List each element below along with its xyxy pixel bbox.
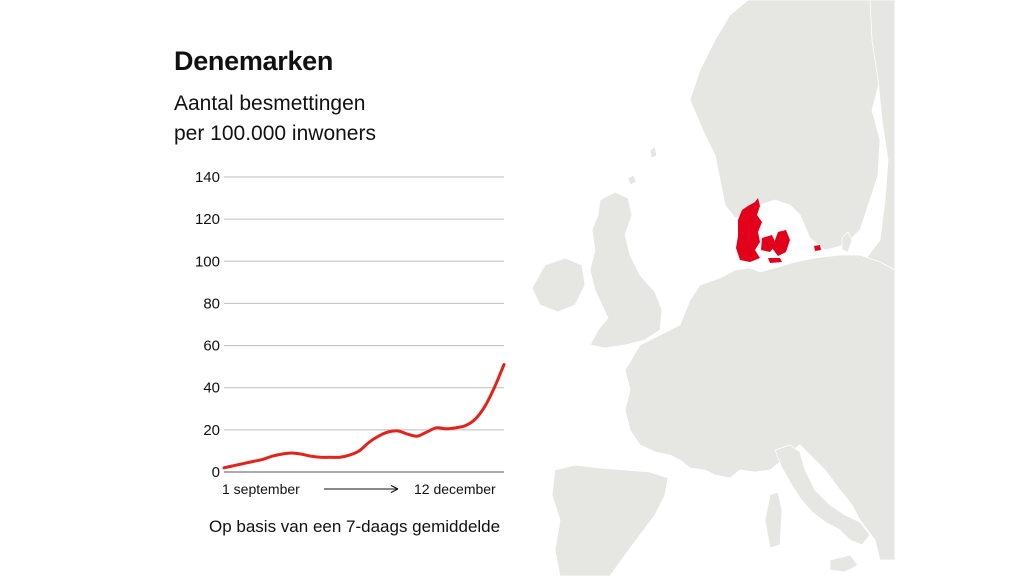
- x-start-label: 1 september: [222, 481, 300, 497]
- corsica-sardinia: [764, 491, 783, 549]
- italy: [774, 444, 871, 546]
- x-end-label: 12 december: [414, 481, 496, 497]
- y-tick-label: 80: [203, 295, 220, 312]
- chart-subtitle: Aantal besmettingen per 100.000 inwoners: [174, 89, 376, 149]
- chart-title: Denemarken: [174, 46, 334, 76]
- series-line: [222, 363, 506, 470]
- x-arrow: [324, 485, 399, 493]
- subtitle-line-1: Aantal besmettingen: [174, 92, 366, 115]
- y-tick-label: 140: [195, 169, 220, 186]
- footnote: Op basis van een 7-daags gemiddelde: [209, 517, 501, 536]
- sicily: [829, 554, 859, 573]
- gridlines: [224, 176, 504, 473]
- y-tick-label: 0: [212, 464, 220, 481]
- ireland: [531, 257, 586, 313]
- y-axis-ticks: 0 20 40 60 80 100 120 140: [195, 169, 220, 481]
- y-tick-label: 100: [195, 253, 220, 270]
- great-britain: [589, 191, 663, 349]
- y-tick-label: 20: [203, 422, 220, 439]
- denmark-mainland: [736, 198, 762, 262]
- iberia: [551, 464, 669, 576]
- y-tick-label: 120: [195, 211, 220, 228]
- denmark-bornholm: [814, 245, 821, 251]
- denmark-lolland: [768, 258, 782, 263]
- y-tick-label: 40: [203, 380, 220, 397]
- subtitle-line-2: per 100.000 inwoners: [174, 122, 376, 145]
- denmark-zealand: [772, 230, 790, 256]
- continental-europe: [624, 254, 896, 561]
- y-tick-label: 60: [203, 338, 220, 355]
- northern-isles: [627, 146, 658, 186]
- gotland: [841, 231, 853, 253]
